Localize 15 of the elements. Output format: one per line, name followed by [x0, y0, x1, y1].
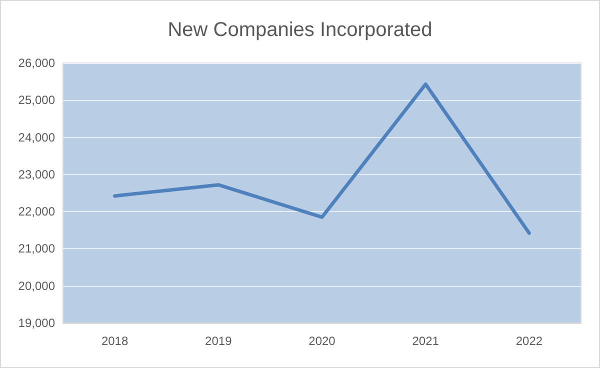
y-tick-label: 21,000 [18, 242, 56, 256]
y-tick-label: 20,000 [18, 278, 56, 293]
line-series [113, 82, 531, 235]
y-tick-label: 22,000 [18, 204, 56, 219]
y-tick-label: 24,000 [18, 130, 56, 144]
x-tick-label: 2022 [516, 334, 543, 348]
x-tick-label: 2020 [308, 334, 336, 348]
y-tick-label: 19,000 [18, 316, 56, 330]
y-tick-label: 25,000 [18, 93, 56, 108]
chart-title: New Companies Incorporated [168, 19, 432, 41]
x-tick-label: 2018 [101, 334, 128, 348]
y-tick-label: 23,000 [18, 167, 56, 182]
x-tick-label: 2019 [205, 334, 232, 348]
x-tick-label: 2021 [412, 334, 440, 348]
y-tick-label: 26,000 [18, 56, 56, 70]
